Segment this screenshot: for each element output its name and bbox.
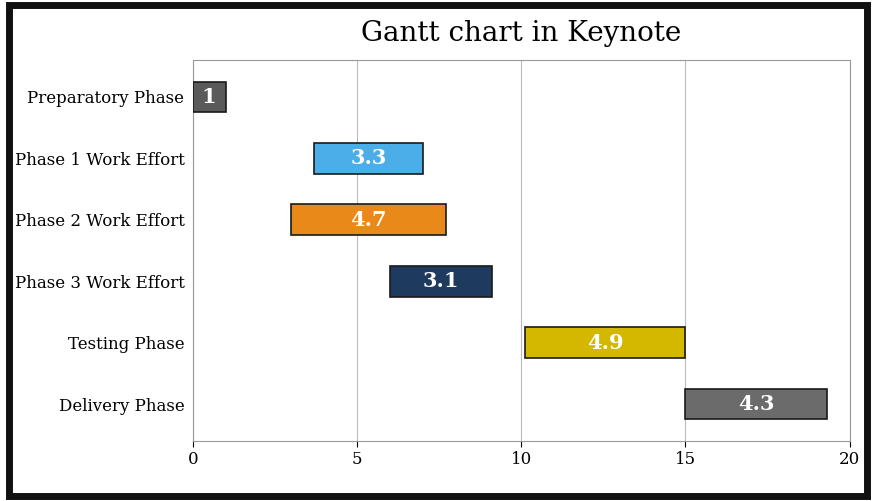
Text: 4.3: 4.3 (738, 394, 774, 414)
Bar (525, 327, 685, 358)
Text: 4.9: 4.9 (587, 333, 624, 353)
Title: Gantt chart in Keynote: Gantt chart in Keynote (361, 20, 682, 47)
Text: 3.3: 3.3 (350, 148, 386, 168)
Bar (390, 266, 491, 297)
Text: 1: 1 (201, 87, 216, 107)
Bar (685, 389, 827, 419)
Text: 3.1: 3.1 (422, 271, 459, 291)
Bar (291, 204, 446, 235)
Bar (193, 82, 225, 112)
Text: 4.7: 4.7 (350, 210, 386, 230)
Bar (314, 143, 422, 174)
